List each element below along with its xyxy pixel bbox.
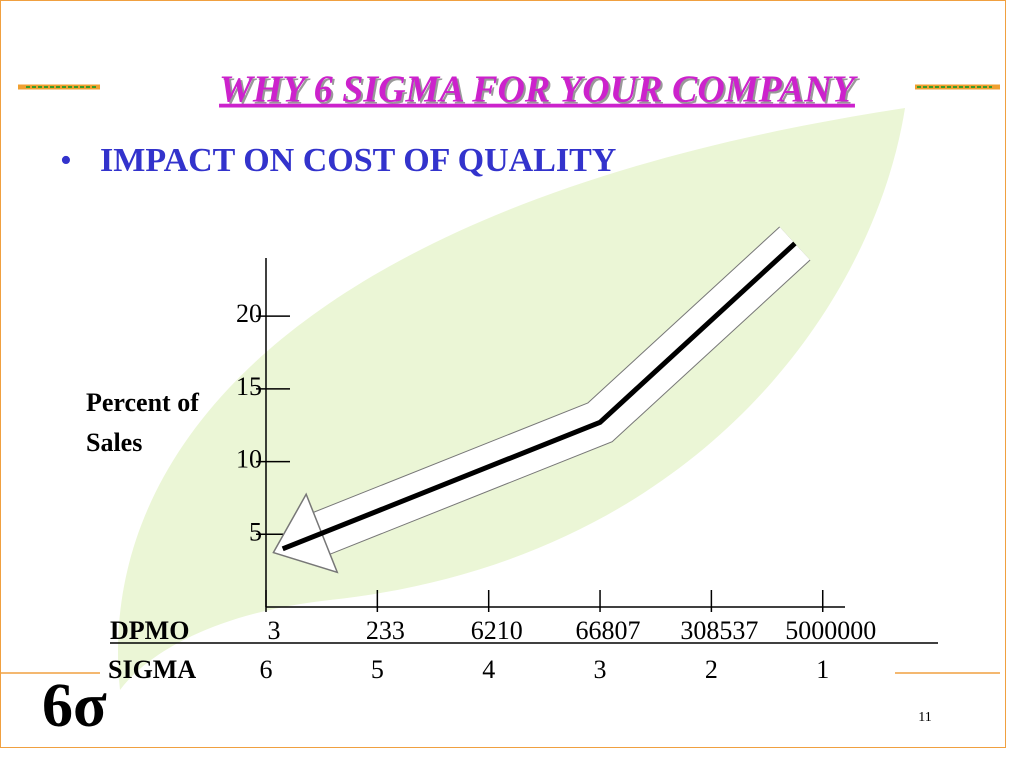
y-label: Percent of Sales [86,388,199,457]
page-number: 11 [918,710,931,725]
y-tick-label: 5 [249,517,262,546]
y-tick-label: 15 [236,372,262,401]
title: WHY 6 SIGMA FOR YOUR COMPANY [219,69,859,111]
x-tick-label: 2 [705,655,718,684]
x2-tick-label: 66807 [576,616,641,645]
y-tick-label: 20 [236,299,262,328]
x2-tick-label: 308537 [680,616,758,645]
x2-tick-label: 233 [366,616,405,645]
x-label: SIGMA [108,655,196,684]
bullet-dot: • [60,142,72,179]
x-tick-label: 6 [260,655,273,684]
line [281,241,797,552]
x2-label: DPMO [110,616,189,645]
x-tick-label: 5 [371,655,384,684]
x2-tick-label: 6210 [471,616,523,645]
title-shadow: WHY 6 SIGMA FOR YOUR COMPANY [221,71,861,113]
x2-tick-label: 3 [268,616,281,645]
y-tick-label: 10 [236,445,262,474]
x-tick-label: 1 [816,655,829,684]
x2-tick-label: 5000000 [785,616,876,645]
logo: 6σ [42,672,107,740]
x-tick-label: 4 [482,655,495,684]
x-tick-label: 3 [594,655,607,684]
bullet: IMPACT ON COST OF QUALITY [100,142,616,179]
